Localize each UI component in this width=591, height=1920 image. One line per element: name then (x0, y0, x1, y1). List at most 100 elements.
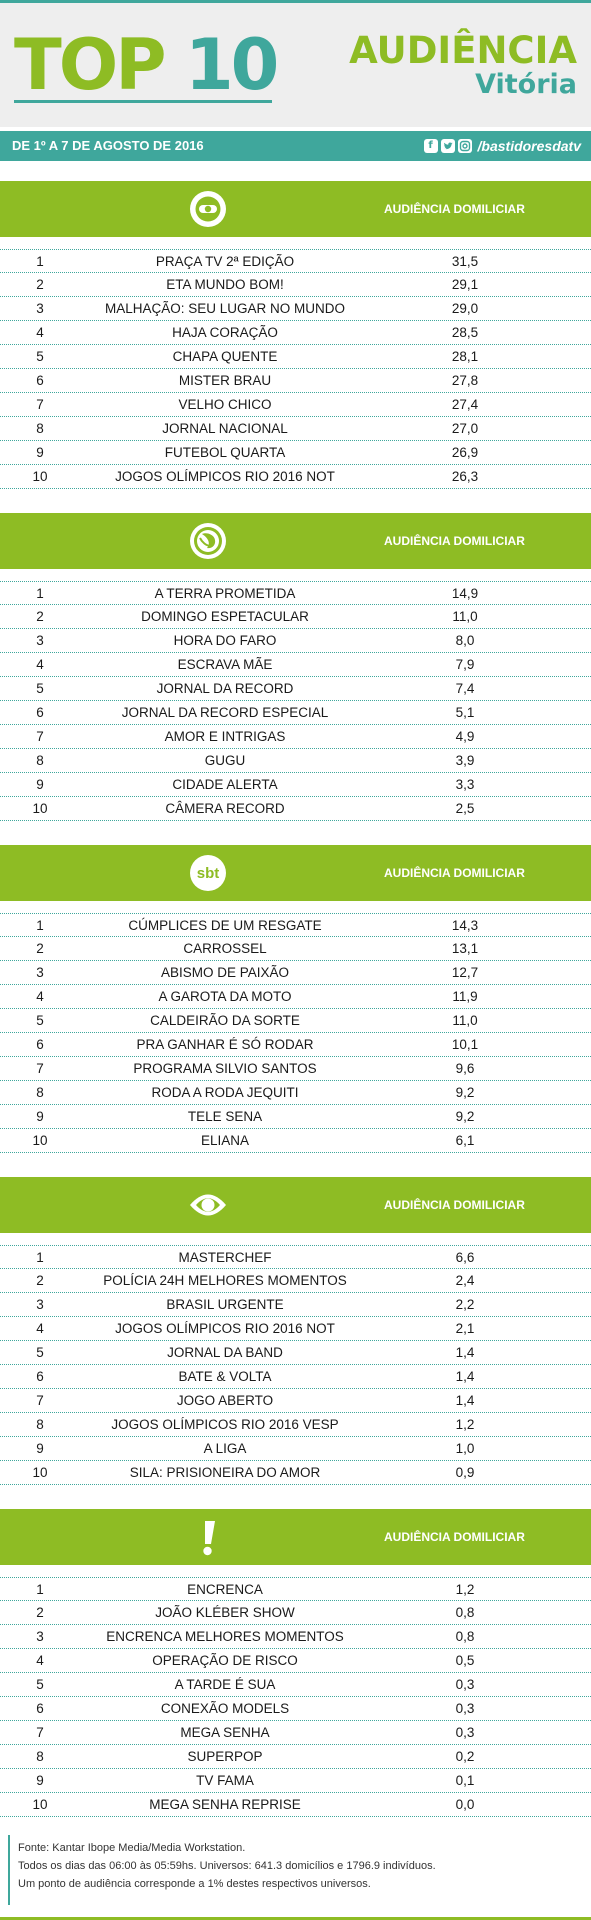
table-row: 7 AMOR E INTRIGAS 4,9 (0, 725, 591, 749)
table-row: 10 MEGA SENHA REPRISE 0,0 (0, 1793, 591, 1817)
audience-value-cell: 2,2 (455, 1297, 475, 1312)
program-name-cell: ESCRAVA MÃE (177, 657, 273, 672)
audience-value-cell: 0,3 (455, 1701, 475, 1716)
sbt-logo-text: sbt (197, 865, 220, 882)
program-name-cell: JORNAL DA RECORD (156, 681, 294, 696)
rank-cell: 6 (36, 373, 44, 388)
rank-cell: 7 (36, 1725, 44, 1740)
ranking-list: 1 A TERRA PROMETIDA 14,9 2 DOMINGO ESPETACUL… (0, 581, 591, 821)
audience-value-cell: 3,3 (455, 777, 475, 792)
table-row: 4 ESCRAVA MÃE 7,9 (0, 653, 591, 677)
table-row: 7 JOGO ABERTO 1,4 (0, 1389, 591, 1413)
top-word: TOP (14, 24, 167, 106)
table-row: 3 ENCRENCA MELHORES MOMENTOS 0,8 (0, 1625, 591, 1649)
program-name-cell: A TARDE É SUA (174, 1677, 276, 1692)
program-name-cell: A GAROTA DA MOTO (158, 989, 292, 1004)
ranking-list: 1 CÚMPLICES DE UM RESGATE 14,3 2 CARROSSEL 13… (0, 913, 591, 1153)
table-row: 1 MASTERCHEF 6,6 (0, 1245, 591, 1269)
footer-point-note: Um ponto de audiência corresponde a 1% d… (18, 1878, 371, 1890)
table-row: 8 GUGU 3,9 (0, 749, 591, 773)
rank-cell: 4 (36, 1321, 44, 1336)
section-header-bar: AUDIÊNCIA DOMILICIAR (0, 1177, 591, 1233)
facebook-icon[interactable]: f (423, 139, 438, 153)
audience-value-cell: 5,1 (455, 705, 475, 720)
program-name-cell: CARROSSEL (183, 941, 267, 956)
city-title: Vitória (475, 69, 577, 100)
rank-cell: 4 (36, 657, 44, 672)
audience-value-cell: 6,1 (455, 1133, 475, 1148)
bottom-accent-rule (0, 1917, 591, 1920)
section-header-bar: sbt AUDIÊNCIA DOMILICIAR (0, 845, 591, 901)
table-row: 4 HAJA CORAÇÃO 28,5 (0, 321, 591, 345)
rank-cell: 3 (36, 633, 44, 648)
rank-cell: 8 (36, 421, 44, 436)
audience-value-cell: 1,0 (455, 1441, 475, 1456)
ten-number: 10 (184, 24, 279, 106)
program-name-cell: ABISMO DE PAIXÃO (160, 965, 290, 980)
program-name-cell: CONEXÃO MODELS (160, 1701, 290, 1716)
program-name-cell: JORNAL NACIONAL (162, 421, 288, 436)
table-row: 3 HORA DO FARO 8,0 (0, 629, 591, 653)
table-row: 2 ETA MUNDO BOM! 29,1 (0, 273, 591, 297)
rank-cell: 9 (36, 1109, 44, 1124)
rank-cell: 2 (36, 1605, 44, 1620)
audience-value-cell: 28,5 (451, 325, 479, 340)
title-underline (14, 100, 272, 103)
audience-value-cell: 1,2 (455, 1417, 475, 1432)
audience-value-cell: 1,4 (455, 1345, 475, 1360)
audience-value-cell: 0,8 (455, 1629, 475, 1644)
rank-cell: 9 (36, 1441, 44, 1456)
social-handle[interactable]: /bastidoresdatv (477, 138, 581, 154)
section-header-bar: AUDIÊNCIA DOMILICIAR (0, 181, 591, 237)
audience-value-cell: 2,1 (455, 1321, 475, 1336)
table-row: 3 ABISMO DE PAIXÃO 12,7 (0, 961, 591, 985)
program-name-cell: JORNAL DA BAND (167, 1345, 283, 1360)
rank-cell: 6 (36, 1369, 44, 1384)
table-row: 3 BRASIL URGENTE 2,2 (0, 1293, 591, 1317)
program-name-cell: BRASIL URGENTE (166, 1297, 284, 1312)
program-name-cell: JOÃO KLÉBER SHOW (155, 1605, 295, 1620)
audience-value-cell: 10,1 (451, 1037, 479, 1052)
rank-cell: 8 (36, 1749, 44, 1764)
table-row: 2 JOÃO KLÉBER SHOW 0,8 (0, 1601, 591, 1625)
audience-value-cell: 2,4 (455, 1273, 475, 1288)
date-bar: DE 1º A 7 DE AGOSTO DE 2016 f /bastidore… (0, 131, 591, 161)
rank-cell: 4 (36, 1653, 44, 1668)
program-name-cell: ETA MUNDO BOM! (166, 277, 284, 292)
table-row: 4 JOGOS OLÍMPICOS RIO 2016 NOT 2,1 (0, 1317, 591, 1341)
table-row: 2 CARROSSEL 13,1 (0, 937, 591, 961)
source-footer: Fonte: Kantar Ibope Media/Media Workstat… (0, 1835, 591, 1905)
table-row: 3 MALHAÇÃO: SEU LUGAR NO MUNDO 29,0 (0, 297, 591, 321)
ranking-list: 1 ENCRENCA 1,2 2 JOÃO KLÉBER SHOW 0,8 3 ENCRENC… (0, 1577, 591, 1817)
audience-value-cell: 9,2 (455, 1085, 475, 1100)
table-row: 8 JORNAL NACIONAL 27,0 (0, 417, 591, 441)
program-name-cell: CHAPA QUENTE (172, 349, 278, 364)
audience-value-cell: 11,0 (452, 1013, 478, 1028)
table-row: 2 DOMINGO ESPETACULAR 11,0 (0, 605, 591, 629)
table-row: 9 FUTEBOL QUARTA 26,9 (0, 441, 591, 465)
rank-cell: 3 (36, 1297, 44, 1312)
globo-logo-icon (190, 191, 226, 227)
audience-value-cell: 14,9 (451, 586, 479, 601)
table-row: 1 ENCRENCA 1,2 (0, 1577, 591, 1601)
rank-cell: 1 (36, 254, 44, 269)
audience-value-cell: 29,0 (451, 301, 479, 316)
table-row: 6 JORNAL DA RECORD ESPECIAL 5,1 (0, 701, 591, 725)
table-row: 9 CIDADE ALERTA 3,3 (0, 773, 591, 797)
table-row: 4 OPERAÇÃO DE RISCO 0,5 (0, 1649, 591, 1673)
table-row: 9 TELE SENA 9,2 (0, 1105, 591, 1129)
rank-cell: 5 (36, 1345, 44, 1360)
audience-value-cell: 26,9 (451, 445, 479, 460)
rank-cell: 3 (36, 965, 44, 980)
program-name-cell: JORNAL DA RECORD ESPECIAL (121, 705, 329, 720)
instagram-icon[interactable] (457, 139, 472, 153)
program-name-cell: ENCRENCA (187, 1582, 263, 1597)
program-name-cell: ELIANA (200, 1133, 250, 1148)
section-sbt: sbt AUDIÊNCIA DOMILICIAR 1 CÚMPLICES DE U… (0, 845, 591, 1155)
twitter-icon[interactable] (440, 139, 455, 153)
table-row: 5 CHAPA QUENTE 28,1 (0, 345, 591, 369)
program-name-cell: DOMINGO ESPETACULAR (141, 609, 309, 624)
rank-cell: 10 (32, 1133, 48, 1148)
program-name-cell: FUTEBOL QUARTA (164, 445, 286, 460)
